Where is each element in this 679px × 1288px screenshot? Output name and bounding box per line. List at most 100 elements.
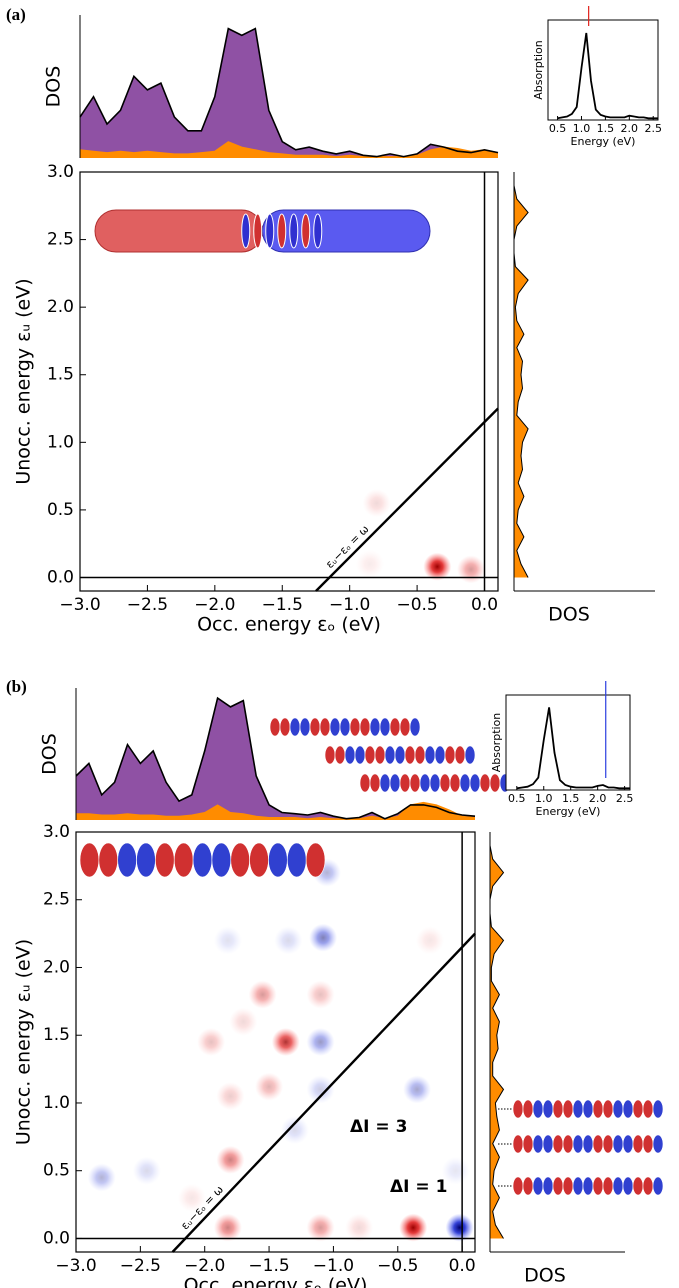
- y-axis-label: Unocc. energy εᵤ (eV): [13, 278, 35, 484]
- tcm-spot: [403, 1075, 432, 1104]
- x-tick-label: −3.0: [59, 595, 100, 615]
- inset-x-tick-label: 1.5: [562, 792, 580, 805]
- molecule-node: [241, 213, 251, 249]
- molecule-node: [562, 1134, 574, 1154]
- inset-y-label: Absorption: [490, 713, 503, 773]
- x-tick-label: −2.5: [120, 1256, 161, 1276]
- molecule-node: [301, 213, 311, 249]
- x-tick-label: 0.0: [449, 1256, 476, 1276]
- molecule-node: [582, 1134, 594, 1154]
- molecule-node: [299, 717, 311, 737]
- dos-area-fill: [76, 698, 475, 820]
- molecule-node: [369, 773, 381, 793]
- tcm-spot: [306, 1213, 335, 1242]
- molecule-node: [469, 773, 481, 793]
- tcm-spot: [271, 1028, 300, 1056]
- y-tick-label: 1.5: [43, 1025, 70, 1045]
- molecule-node: [439, 773, 451, 793]
- molecule-node: [612, 1099, 624, 1119]
- inset-x-tick-label: 2.0: [589, 792, 607, 805]
- tcm-spot: [280, 1116, 309, 1145]
- molecule-node: [389, 717, 401, 737]
- molecule-node: [289, 213, 299, 249]
- molecule-node: [522, 1134, 534, 1154]
- molecule-node: [652, 1099, 664, 1119]
- molecule-node: [349, 717, 361, 737]
- molecule-node: [429, 773, 441, 793]
- molecule-node: [409, 773, 421, 793]
- molecule-node: [642, 1176, 654, 1196]
- molecule-node: [552, 1176, 564, 1196]
- molecule-node: [612, 1176, 624, 1196]
- molecule-node: [394, 745, 406, 765]
- inset-x-tick-label: 1.0: [535, 792, 553, 805]
- molecule-node: [374, 745, 386, 765]
- molecule-node: [532, 1134, 544, 1154]
- molecule-node: [384, 745, 396, 765]
- molecule-node: [364, 745, 376, 765]
- molecule-node: [192, 842, 213, 878]
- tcm-spot: [177, 1183, 206, 1212]
- molecule-node: [98, 842, 118, 878]
- molecule-node: [592, 1099, 604, 1119]
- tcm-spot: [248, 980, 277, 1009]
- molecule-node: [572, 1099, 584, 1119]
- dos-partial-line: [79, 141, 499, 158]
- inset-x-label: Energy (eV): [536, 805, 601, 818]
- molecule-node: [279, 717, 291, 737]
- molecule-node: [305, 842, 326, 878]
- molecule-node: [542, 1134, 554, 1154]
- tcm-spot: [213, 1213, 242, 1242]
- tcm-spot: [255, 1072, 284, 1101]
- y-tick-label: 2.0: [47, 297, 74, 317]
- y-tick-label: 1.5: [47, 365, 74, 385]
- y-tick-label: 2.5: [43, 890, 70, 910]
- inset-x-tick-label: 1.5: [597, 122, 615, 135]
- molecule-node: [230, 842, 250, 878]
- molecule-node: [319, 717, 331, 737]
- molecule-node: [313, 213, 323, 249]
- molecule-node: [414, 745, 426, 765]
- molecule-node: [632, 1099, 644, 1119]
- x-tick-label: −2.0: [184, 1256, 225, 1276]
- molecule-node: [479, 773, 491, 793]
- molecule-node: [489, 773, 501, 793]
- y-tick-label: 0.5: [43, 1161, 70, 1181]
- tcm-spot: [216, 1145, 245, 1174]
- x-tick-label: −1.0: [329, 595, 370, 615]
- molecule-red: [94, 209, 263, 253]
- absorption-line: [557, 32, 658, 120]
- molecule-node: [409, 717, 421, 737]
- molecule-node: [399, 773, 411, 793]
- molecule-node: [464, 745, 476, 765]
- molecule-node: [287, 842, 307, 878]
- molecule-node: [289, 717, 301, 737]
- molecule-node: [592, 1176, 604, 1196]
- molecule-node: [532, 1176, 544, 1196]
- molecule-node: [542, 1099, 554, 1119]
- tcm-spot: [309, 923, 338, 952]
- molecule-node: [277, 213, 287, 249]
- panel-label: (b): [6, 677, 27, 696]
- molecule-node: [632, 1134, 644, 1154]
- molecule-node: [79, 842, 100, 878]
- tcm-spot: [362, 489, 391, 518]
- tcm-spot: [274, 926, 303, 955]
- molecule-node: [404, 745, 416, 765]
- tcm-spot: [457, 555, 486, 584]
- molecule-node: [424, 745, 436, 765]
- inset-frame: [547, 19, 659, 121]
- molecule-node: [309, 717, 321, 737]
- molecule-node: [173, 842, 194, 878]
- molecule-node: [552, 1134, 564, 1154]
- molecule-node: [269, 717, 281, 737]
- y-tick-label: 2.0: [43, 957, 70, 977]
- molecule-node: [542, 1176, 554, 1196]
- molecule-node: [344, 745, 356, 765]
- molecule-node: [602, 1099, 614, 1119]
- molecule-node: [136, 842, 156, 878]
- molecule-node: [265, 213, 275, 249]
- molecule-node: [622, 1176, 634, 1196]
- annotation: ΔI = 1: [390, 1177, 447, 1197]
- absorption-line: [516, 707, 630, 790]
